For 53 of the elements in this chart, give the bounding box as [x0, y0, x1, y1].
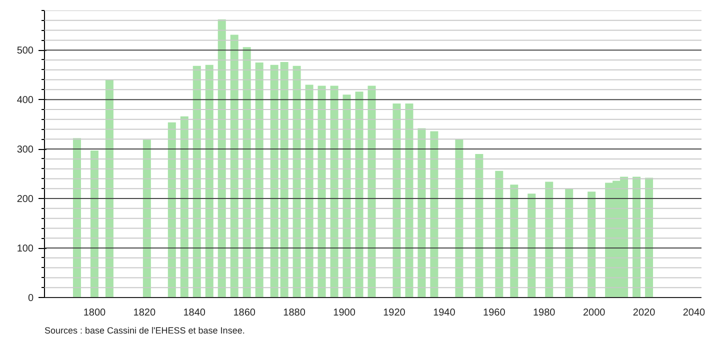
y-tick-label: 0 — [28, 293, 34, 304]
x-tick-label: 2040 — [682, 308, 706, 318]
bar — [142, 140, 151, 298]
bar — [455, 139, 464, 298]
bar — [270, 64, 278, 298]
bar — [430, 131, 438, 298]
x-tick-label: 1880 — [283, 308, 306, 318]
bar — [392, 104, 401, 298]
bar — [355, 92, 364, 298]
x-tick-label: 1800 — [83, 308, 106, 318]
bar — [418, 128, 426, 298]
x-tick-label: 2020 — [632, 308, 656, 318]
x-tick-label: 1980 — [532, 308, 556, 318]
y-tick-label: 400 — [16, 95, 34, 106]
x-tick-label: 1920 — [383, 308, 406, 318]
bar — [105, 80, 114, 298]
x-tick-label: 1900 — [333, 308, 356, 318]
bar — [342, 94, 351, 298]
bar — [255, 62, 264, 298]
x-tick-label: 1960 — [483, 308, 506, 318]
bar — [280, 62, 288, 298]
y-tick-label: 200 — [16, 194, 34, 206]
bar — [565, 188, 574, 298]
bar — [218, 19, 226, 298]
x-tick-label: 1860 — [233, 308, 256, 318]
bar — [405, 104, 414, 298]
x-tick-label: 1840 — [183, 308, 206, 318]
x-tick-label: 1940 — [433, 308, 456, 318]
bar — [168, 122, 176, 298]
bar — [90, 150, 98, 298]
bar — [632, 176, 641, 298]
source-note: Sources : base Cassini de l'EHESS et base Insee. — [44, 326, 245, 336]
y-tick-label: 300 — [16, 144, 34, 156]
y-tick-label: 500 — [16, 46, 34, 57]
bar — [72, 138, 81, 298]
bar — [192, 66, 201, 298]
bar — [475, 154, 484, 298]
bar — [318, 86, 326, 298]
bar — [528, 194, 536, 298]
bar — [588, 192, 596, 298]
bar — [495, 170, 504, 298]
bar — [510, 184, 518, 298]
bar — [545, 182, 554, 298]
x-tick-label: 1820 — [133, 308, 156, 318]
bar — [305, 84, 314, 298]
bar — [292, 66, 301, 298]
bar — [242, 47, 251, 298]
y-tick-label: 100 — [16, 244, 34, 255]
bar — [330, 86, 338, 298]
bar — [230, 34, 238, 298]
x-tick-label: 2000 — [582, 308, 606, 318]
bar — [180, 116, 188, 298]
bar — [205, 64, 214, 298]
